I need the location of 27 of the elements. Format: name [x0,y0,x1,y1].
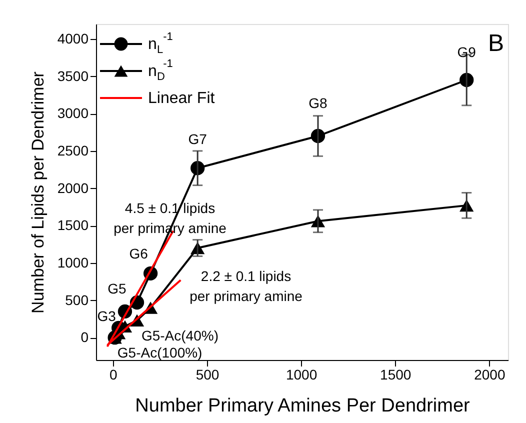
annotation: G9 [457,44,476,60]
x-tick-label: 2000 [474,366,506,382]
annotation: 2.2 ± 0.1 lipids per primary amine [190,268,303,304]
y-tick-label: 1500 [57,217,89,234]
y-tick-label: 3500 [57,68,89,84]
y-tick-label: 1000 [57,254,89,270]
y-tick-label: 500 [65,292,89,308]
annotation: B [488,30,504,57]
annotation: G5 [108,280,127,297]
x-tick-label: 1500 [380,366,412,382]
legend-label: Linear Fit [148,90,216,107]
x-tick-label: 500 [196,366,220,382]
x-tick-label: 1000 [286,366,318,382]
annotation: G8 [308,95,328,111]
annotation: G7 [188,131,208,148]
x-tick-label: 0 [110,366,118,382]
y-tick-label: 3000 [57,105,89,122]
x-axis-title: Number Primary Amines Per Dendrimer [135,396,471,416]
annotation: G3 [97,308,116,324]
y-tick-label: 4000 [57,30,89,46]
y-tick-label: 2000 [57,180,89,196]
y-tick-label: 2500 [57,142,89,158]
annotation: G6 [129,245,148,262]
annotation: G5-Ac(100%) [117,344,202,361]
y-axis-title: Number of Lipids per Dendrimer [28,71,48,314]
y-tick-label: 0 [80,329,89,346]
annotation: G5-Ac(40%) [141,327,218,344]
